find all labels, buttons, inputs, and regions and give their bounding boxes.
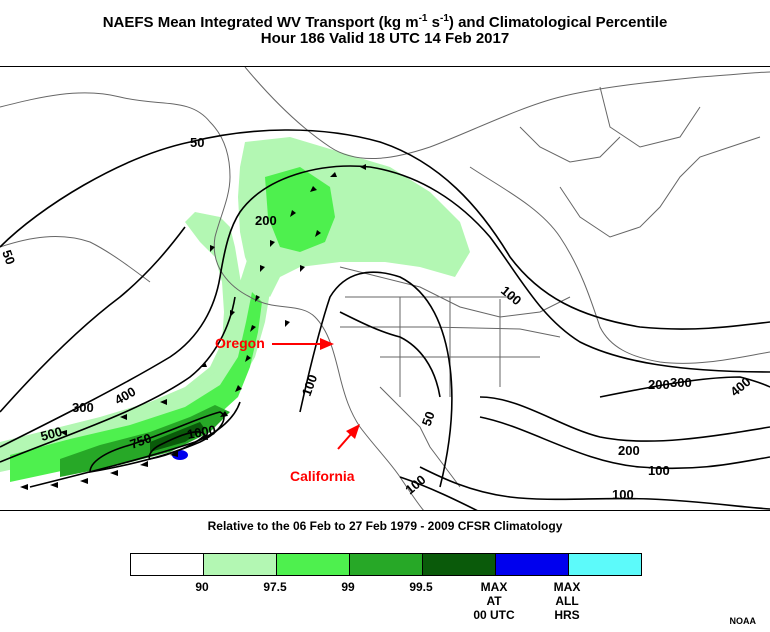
noaa-credit: NOAA — [729, 616, 757, 626]
contour-label: 100 — [299, 373, 321, 399]
legend-swatch — [204, 554, 277, 575]
contour-label: 200 — [255, 213, 277, 228]
legend-swatch — [277, 554, 350, 575]
contour-label: 500 — [39, 424, 64, 444]
contour-label: 300 — [72, 400, 94, 415]
annotations: Oregon California — [215, 335, 360, 484]
map-panel: 50 50 100 100 100 100 100 200 200 200 30… — [0, 66, 770, 511]
contour-labels: 50 50 100 100 100 100 100 200 200 200 30… — [0, 135, 754, 502]
ivt-contours — [0, 129, 770, 510]
contour-label: 50 — [419, 409, 438, 428]
contour-label: 100 — [612, 487, 634, 502]
ivt-map: 50 50 100 100 100 100 100 200 200 200 30… — [0, 67, 770, 510]
legend-swatch — [496, 554, 569, 575]
legend-tick-label: MAX AT 00 UTC — [473, 580, 515, 622]
legend-swatch — [423, 554, 496, 575]
contour-label: 100 — [648, 463, 670, 478]
california-label: California — [290, 468, 355, 484]
legend-tick-label: 99 — [341, 580, 355, 594]
california-arrowhead — [346, 424, 360, 439]
contour-label: 750 — [128, 430, 154, 452]
legend-swatch — [350, 554, 423, 575]
chart-subtitle-valid-time: Hour 186 Valid 18 UTC 14 Feb 2017 — [260, 30, 510, 47]
chart-title: NAEFS Mean Integrated WV Transport (kg m… — [102, 13, 668, 31]
legend-tick-label: MAX ALL HRS — [553, 580, 581, 622]
oregon-arrowhead — [320, 338, 334, 350]
contour-label: 300 — [670, 375, 692, 390]
contour-label: 50 — [190, 135, 204, 150]
contour-label: 100 — [498, 283, 524, 308]
climatology-subtitle: Relative to the 06 Feb to 27 Feb 1979 - … — [207, 519, 563, 533]
contour-label: 1000 — [186, 422, 217, 442]
legend-tick-label: 97.5 — [263, 580, 287, 594]
legend-swatch — [131, 554, 204, 575]
legend-swatch — [569, 554, 641, 575]
contour-label: 200 — [618, 443, 640, 458]
contour-label: 200 — [648, 377, 670, 392]
contour-label: 50 — [0, 248, 18, 267]
legend-tick-label: 99.5 — [409, 580, 433, 594]
percentile-legend — [130, 553, 642, 576]
transport-vectors — [20, 164, 366, 490]
oregon-label: Oregon — [215, 335, 265, 351]
contour-label: 100 — [402, 472, 428, 497]
coastlines — [0, 67, 770, 510]
california-arrow-shaft — [337, 432, 353, 450]
legend-tick-label: 90 — [195, 580, 209, 594]
